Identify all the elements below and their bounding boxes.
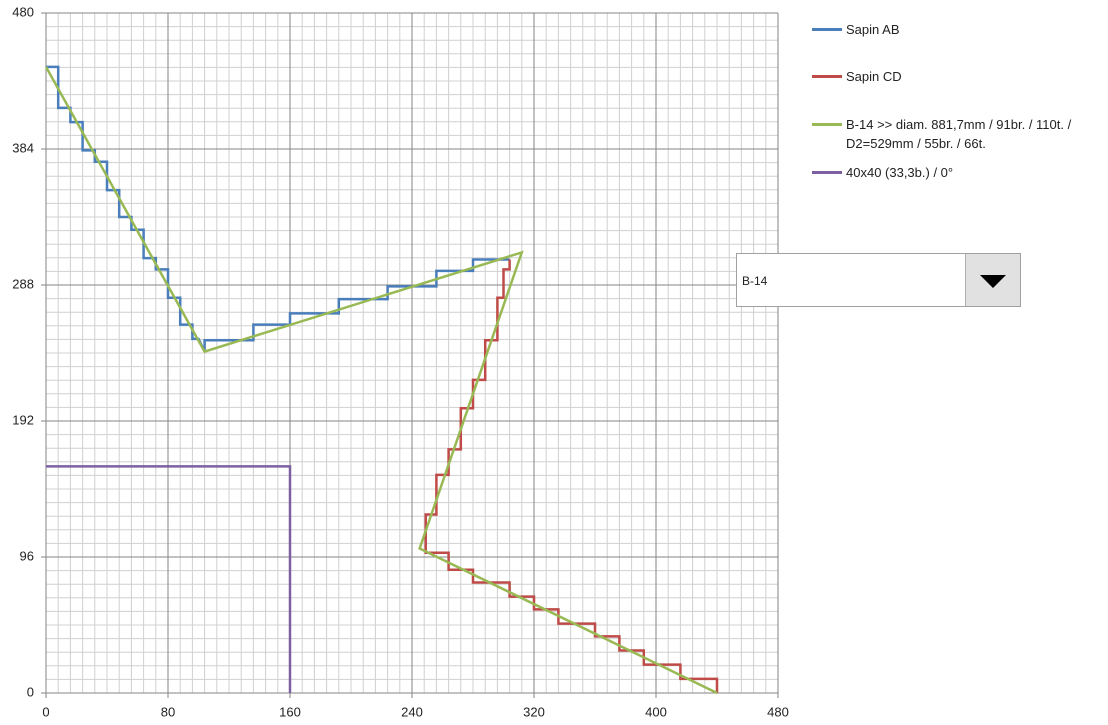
x-tick-label: 160	[279, 704, 301, 719]
legend-item: 40x40 (33,3b.) / 0°	[812, 163, 1102, 182]
y-tick-label: 0	[27, 684, 34, 699]
x-tick-label: 240	[401, 704, 423, 719]
x-tick-label: 320	[523, 704, 545, 719]
y-tick-label: 384	[12, 140, 34, 155]
legend-swatch	[812, 123, 842, 126]
y-tick-label: 192	[12, 412, 34, 427]
legend-label: Sapin AB	[846, 22, 900, 37]
x-tick-label: 400	[645, 704, 667, 719]
series-line	[44, 66, 718, 695]
series-line	[424, 259, 719, 693]
x-tick-label: 80	[161, 704, 175, 719]
dropdown-button[interactable]	[965, 254, 1020, 306]
legend-item: Sapin AB	[812, 20, 1102, 39]
y-tick-label: 96	[20, 548, 34, 563]
legend-label: 40x40 (33,3b.) / 0°	[846, 165, 954, 180]
legend-swatch	[812, 28, 842, 31]
legend-swatch	[812, 171, 842, 174]
x-tick-label: 0	[42, 704, 49, 719]
dropdown[interactable]: B-14	[736, 253, 1021, 307]
legend-swatch	[812, 75, 842, 78]
legend-label: Sapin CD	[846, 69, 902, 84]
legend-item: Sapin CD	[812, 67, 1102, 86]
legend-item: B-14 >> diam. 881,7mm / 91br. / 110t. / …	[812, 115, 1102, 153]
series-line	[46, 465, 292, 693]
y-tick-label: 480	[12, 4, 34, 19]
legend-label: B-14 >> diam. 881,7mm / 91br. / 110t. / …	[846, 117, 1072, 151]
series-line	[46, 65, 510, 353]
y-tick-label: 288	[12, 276, 34, 291]
dropdown-value: B-14	[742, 274, 768, 288]
x-tick-label: 480	[767, 704, 789, 719]
